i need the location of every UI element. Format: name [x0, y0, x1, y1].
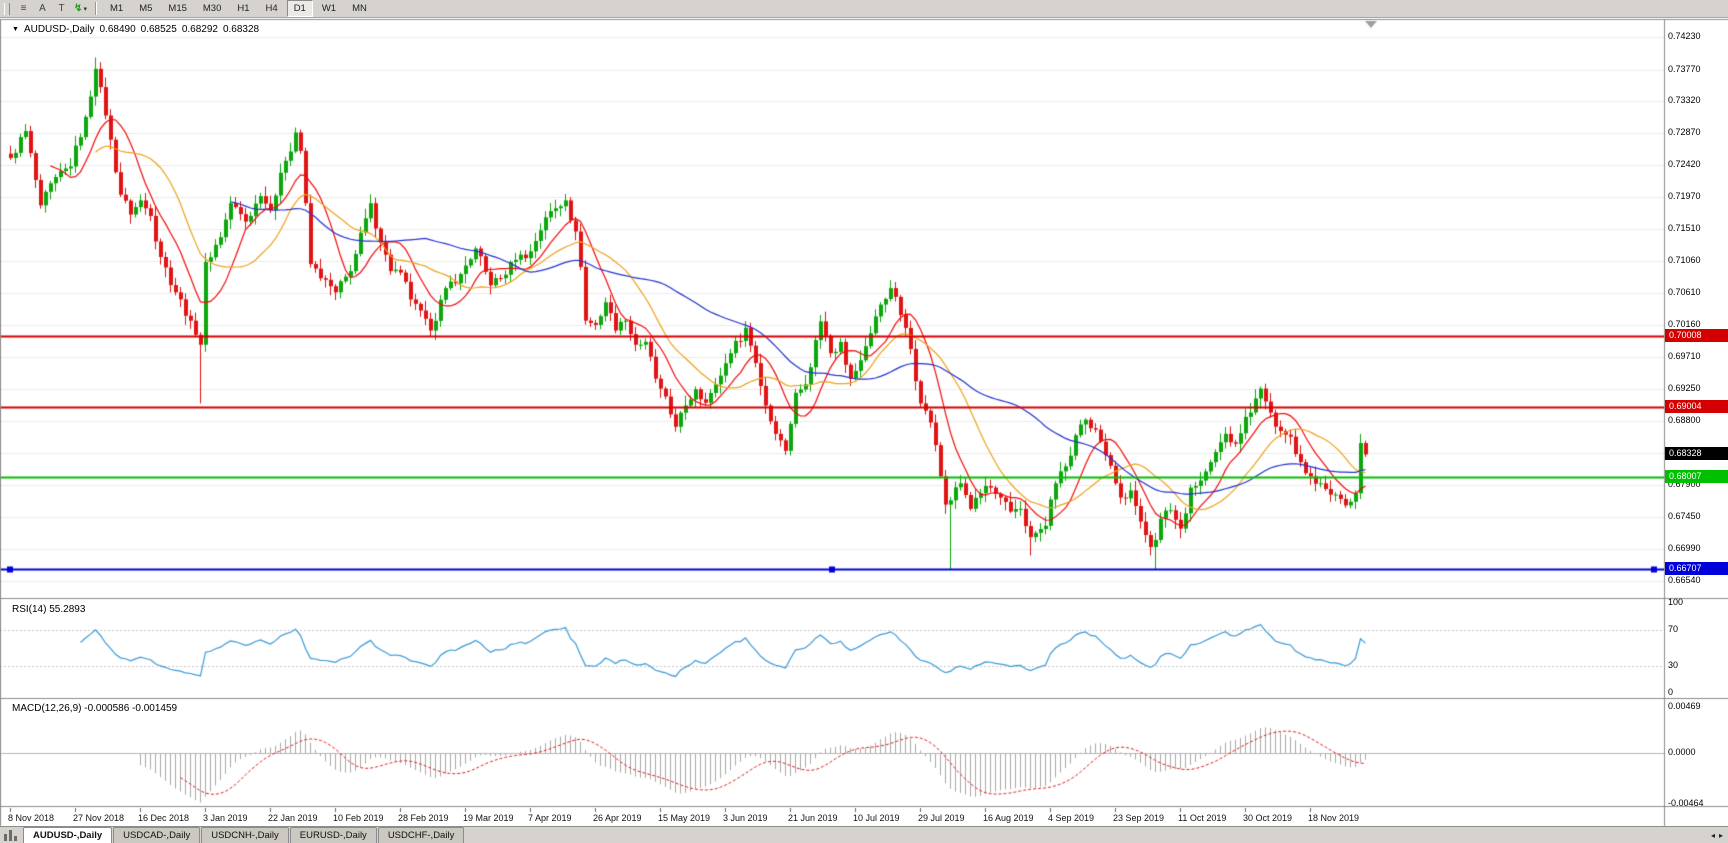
period-button-w1[interactable]: W1	[321, 3, 337, 14]
tab-scroll-arrows: ◂ ▸	[1711, 827, 1723, 843]
toolbar-grip[interactable]	[4, 2, 10, 15]
chart-tab-usdcad[interactable]: USDCAD-,Daily	[113, 827, 201, 843]
period-button-h1[interactable]: H1	[237, 3, 250, 14]
period-button-m15[interactable]: M15	[168, 3, 187, 14]
tab-scroll-right-icon[interactable]: ▸	[1718, 830, 1723, 840]
menu-icon[interactable]: ≡	[20, 3, 27, 14]
period-button-d1[interactable]: D1	[286, 0, 313, 17]
period-button-mn[interactable]: MN	[352, 3, 367, 14]
charts-bar-icon	[4, 829, 19, 841]
timeframe-buttons: M1 M5 M15 M30 H1 H4 D1 W1 MN	[102, 0, 375, 17]
chart-tab-usdcnh[interactable]: USDCNH-,Daily	[201, 827, 289, 843]
period-button-h4[interactable]: H4	[265, 3, 278, 14]
period-button-m1[interactable]: M1	[110, 3, 124, 14]
chart-tab-audusd[interactable]: AUDUSD-,Daily	[23, 827, 113, 843]
toolbar: ≡ A T ↯ ▾ M1 M5 M15 M30 H1 H4 D1 W1 MN	[0, 0, 1728, 18]
pointer-tool-icon[interactable]: A	[39, 3, 46, 14]
zigzag-icon: ↯	[74, 3, 83, 14]
chart-tab-bar: AUDUSD-,Daily USDCAD-,Daily USDCNH-,Daily E…	[0, 826, 1728, 843]
text-tool-icon[interactable]: T	[58, 3, 65, 14]
chart-tabs: AUDUSD-,Daily USDCAD-,Daily USDCNH-,Daily E…	[23, 827, 465, 843]
chart-tab-usdchf[interactable]: USDCHF-,Daily	[377, 827, 465, 843]
period-button-m30[interactable]: M30	[202, 3, 222, 14]
toolbar-separator	[95, 2, 97, 15]
period-button-m5[interactable]: M5	[139, 3, 153, 14]
tab-scroll-left-icon[interactable]: ◂	[1710, 830, 1715, 840]
chevron-down-icon: ▾	[83, 5, 87, 13]
chart-tab-eurusd[interactable]: EURUSD-,Daily	[289, 827, 377, 843]
indicators-icon[interactable]: ↯ ▾	[72, 1, 89, 16]
